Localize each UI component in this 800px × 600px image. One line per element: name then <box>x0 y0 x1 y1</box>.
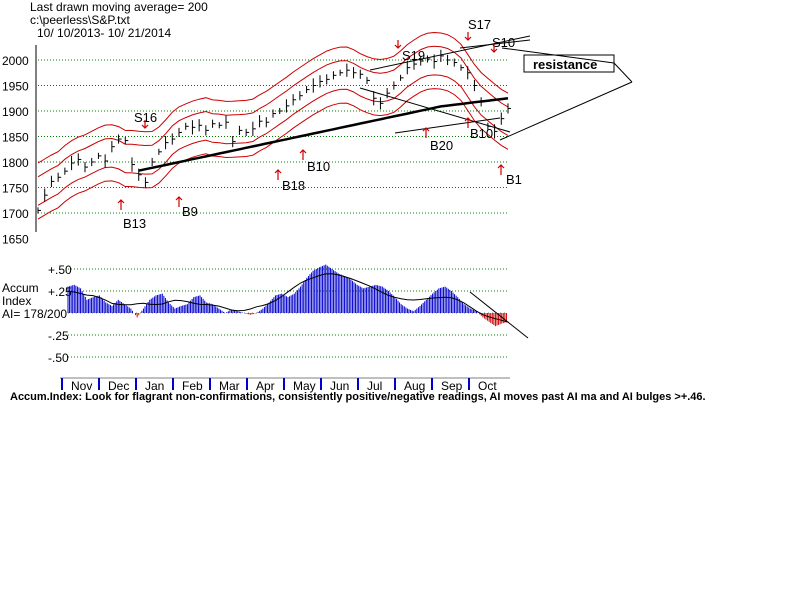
y-tick-label: 1800 <box>2 156 29 170</box>
lower-band-inner <box>37 74 509 206</box>
month-label: Aug <box>404 379 425 393</box>
chart-caption: Accum.Index: Look for flagrant non-confi… <box>10 391 706 403</box>
signal-label: B13 <box>123 216 146 231</box>
month-label: Jun <box>330 379 349 393</box>
resistance-pointer <box>613 62 633 83</box>
ai-tick-label: +.50 <box>48 263 72 277</box>
month-label: May <box>293 379 316 393</box>
signal-label: S10 <box>492 35 515 50</box>
signal-label: S19 <box>402 48 425 63</box>
trend-line-up <box>394 117 501 134</box>
y-tick-label: 1650 <box>2 233 29 247</box>
signal-label: S17 <box>468 17 491 32</box>
month-label: Nov <box>71 379 92 393</box>
signal-label: S16 <box>134 110 157 125</box>
ai-trend-line <box>469 291 529 339</box>
month-label: Jan <box>145 379 164 393</box>
header-title: Last drawn moving average= 200 <box>30 0 208 14</box>
resistance-line <box>459 39 531 49</box>
y-tick-label: 1750 <box>2 182 29 196</box>
upper-band-outer <box>37 31 509 164</box>
trend-line-down <box>359 87 511 133</box>
signal-label: B1 <box>506 172 522 187</box>
ai-title: Accum <box>2 281 39 295</box>
upper-band-inner <box>37 45 509 178</box>
month-label: Feb <box>182 379 203 393</box>
header-file: c:\peerless\S&P.txt <box>30 13 130 27</box>
signal-arrow-up <box>175 196 183 207</box>
signal-arrow-up <box>422 127 430 138</box>
ai-moving-average <box>67 273 509 323</box>
signal-label: B18 <box>282 178 305 193</box>
signal-arrow-down <box>464 32 472 41</box>
ai-title: Index <box>2 294 31 308</box>
ai-tick-label: -.50 <box>48 351 69 365</box>
resistance-pointer <box>501 47 615 64</box>
month-label: Mar <box>219 379 240 393</box>
signal-label: B9 <box>182 204 198 219</box>
month-label: Sep <box>441 379 463 393</box>
resistance-label: resistance <box>533 57 597 72</box>
month-label: Apr <box>256 379 275 393</box>
signal-arrow-down <box>394 40 402 49</box>
ai-tick-label: -.25 <box>48 329 69 343</box>
y-tick-label: 1850 <box>2 131 29 145</box>
month-label: Oct <box>478 379 497 393</box>
signal-label: B20 <box>430 138 453 153</box>
header-daterange: 10/ 10/2013- 10/ 21/2014 <box>37 26 172 40</box>
trend-line-top <box>369 35 531 71</box>
signal-arrow-down <box>141 120 149 129</box>
moving-average-200 <box>138 97 509 172</box>
signal-arrow-up <box>299 149 307 160</box>
signal-arrow-up <box>274 169 282 180</box>
signal-arrow-up <box>117 199 125 210</box>
ai-tick-label: +.25 <box>48 285 72 299</box>
signal-arrow-down <box>490 44 498 53</box>
y-tick-label: 1700 <box>2 207 29 221</box>
signal-arrow-up <box>497 164 505 175</box>
month-label: Jul <box>367 379 382 393</box>
signal-label: B10 <box>307 159 330 174</box>
y-tick-label: 2000 <box>2 54 29 68</box>
signal-label: B10 <box>470 126 493 141</box>
resistance-pointer <box>499 81 633 141</box>
ai-title: AI= 178/200 <box>2 307 67 321</box>
y-tick-label: 1950 <box>2 80 29 94</box>
signal-arrow-up <box>464 117 472 128</box>
month-label: Dec <box>108 379 129 393</box>
y-tick-label: 1900 <box>2 105 29 119</box>
